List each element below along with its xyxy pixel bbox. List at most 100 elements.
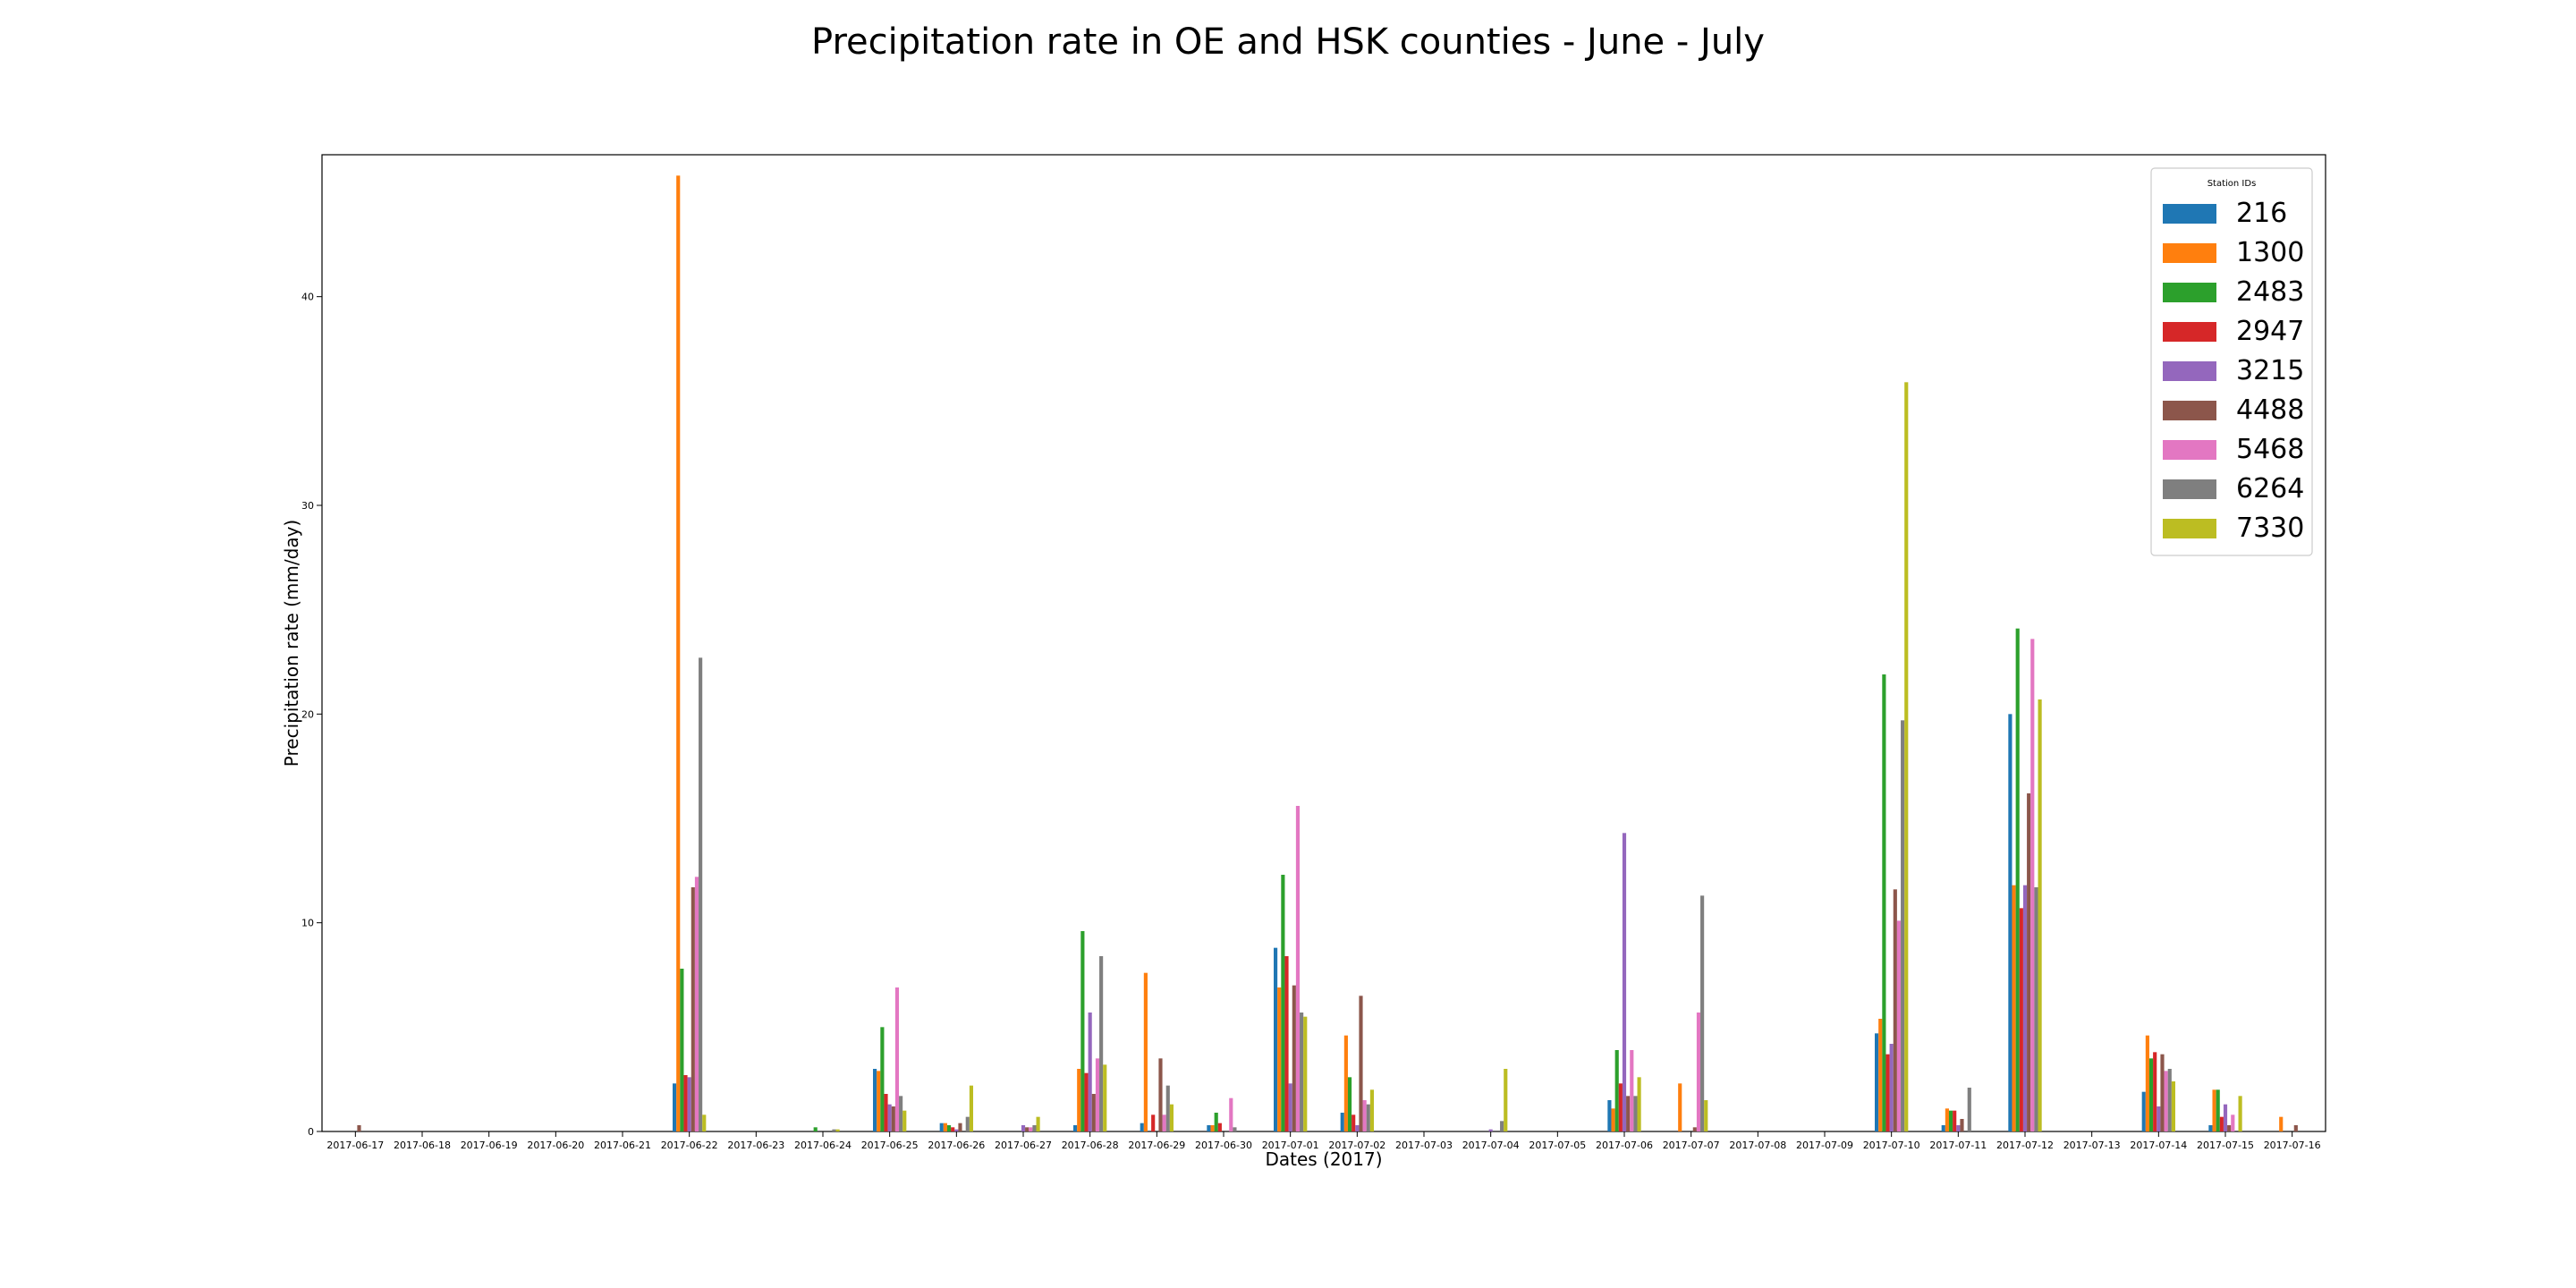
bar-6264-2017-07-10 <box>1901 720 1905 1131</box>
bar-216-2017-07-06 <box>1607 1100 1612 1131</box>
x-tick-label: 2017-07-09 <box>1796 1140 1853 1151</box>
x-tick-label: 2017-07-08 <box>1729 1140 1786 1151</box>
x-tick-label: 2017-06-21 <box>594 1140 651 1151</box>
plot-area <box>321 154 2326 1132</box>
bar-3215-2017-06-25 <box>887 1104 892 1131</box>
y-axis: 0 10 20 30 40 <box>301 292 322 1138</box>
bar-1300-2017-06-26 <box>943 1123 947 1131</box>
bar-1300-2017-06-25 <box>877 1071 881 1131</box>
chart-title: Precipitation rate in OE and HSK countie… <box>811 21 1765 63</box>
bar-4488-2017-06-29 <box>1158 1058 1163 1131</box>
bar-2483-2017-06-25 <box>880 1027 885 1131</box>
bar-2947-2017-06-29 <box>1151 1114 1156 1131</box>
bar-7330-2017-07-04 <box>1504 1069 1508 1131</box>
bar-216-2017-07-11 <box>1941 1125 1945 1131</box>
x-tick-label: 2017-07-06 <box>1596 1140 1653 1151</box>
bar-4488-2017-07-12 <box>2027 793 2031 1131</box>
y-tick-label: 0 <box>308 1126 314 1138</box>
bar-6264-2017-06-22 <box>699 657 703 1131</box>
x-axis-label: Dates (2017) <box>1265 1148 1382 1170</box>
bar-4488-2017-07-02 <box>1359 996 1363 1131</box>
bar-1300-2017-07-06 <box>1611 1108 1615 1131</box>
bar-6264-2017-07-02 <box>1366 1104 1370 1131</box>
bar-216-2017-06-22 <box>673 1083 677 1131</box>
bar-2483-2017-07-14 <box>2148 1058 2154 1131</box>
bar-216-2017-07-12 <box>2008 714 2012 1131</box>
bar-2483-2017-06-28 <box>1080 931 1085 1131</box>
bar-7330-2017-07-02 <box>1369 1089 1374 1131</box>
x-axis: 2017-06-17 2017-06-18 2017-06-19 2017-06-20… <box>326 1131 2321 1151</box>
legend-label-6264: 6264 <box>2236 473 2304 504</box>
bar-2947-2017-07-10 <box>1885 1054 1890 1131</box>
legend-title: Station IDs <box>2207 179 2257 189</box>
bar-4488-2017-07-15 <box>2227 1125 2232 1131</box>
bar-1300-2017-06-29 <box>1143 972 1148 1131</box>
bar-6264-2017-07-04 <box>1500 1121 1504 1131</box>
bar-5468-2017-06-29 <box>1162 1114 1166 1131</box>
bar-1300-2017-07-01 <box>1277 987 1282 1131</box>
bar-1300-2017-07-02 <box>1343 1035 1348 1131</box>
bar-3215-2017-07-12 <box>2022 885 2028 1131</box>
bar-6264-2017-07-01 <box>1300 1013 1304 1131</box>
bar-6264-2017-06-30 <box>1233 1127 1237 1131</box>
legend-swatch-6264 <box>2163 479 2216 499</box>
legend-swatch-5468 <box>2163 440 2216 460</box>
x-tick-label: 2017-06-22 <box>661 1140 718 1151</box>
y-tick-label: 40 <box>301 292 314 303</box>
x-tick-label: 2017-07-03 <box>1395 1140 1453 1151</box>
bar-3215-2017-07-04 <box>1488 1129 1493 1131</box>
bar-7330-2017-07-01 <box>1303 1016 1308 1131</box>
bar-5468-2017-07-07 <box>1696 1013 1701 1131</box>
x-tick-label: 2017-07-11 <box>1929 1140 1987 1151</box>
x-tick-label: 2017-06-20 <box>527 1140 584 1151</box>
bar-4488-2017-07-06 <box>1626 1096 1631 1131</box>
bar-3215-2017-07-02 <box>1355 1125 1360 1131</box>
bar-1300-2017-06-28 <box>1077 1069 1081 1131</box>
bar-4488-2017-06-22 <box>691 887 695 1131</box>
bar-216-2017-07-15 <box>2208 1125 2213 1131</box>
bar-3215-2017-06-22 <box>687 1077 691 1131</box>
bar-2483-2017-07-06 <box>1614 1050 1619 1131</box>
x-tick-label: 2017-06-29 <box>1128 1140 1185 1151</box>
bar-6264-2017-06-29 <box>1165 1085 1170 1131</box>
bar-6264-2017-07-07 <box>1700 895 1705 1131</box>
bar-4488-2017-07-07 <box>1692 1127 1697 1131</box>
bar-5468-2017-06-25 <box>894 987 900 1131</box>
x-tick-label: 2017-06-17 <box>326 1140 384 1151</box>
legend-swatch-2947 <box>2163 322 2216 342</box>
bar-216-2017-06-28 <box>1073 1125 1078 1131</box>
bar-2483-2017-07-11 <box>1948 1110 1953 1131</box>
bar-4488-2017-07-01 <box>1292 985 1296 1131</box>
legend: Station IDs 216 1300 2483 2947 3215 4488 5468 6… <box>2150 167 2313 556</box>
bar-7330-2017-07-10 <box>1904 382 1909 1132</box>
bar-7330-2017-06-22 <box>702 1114 707 1131</box>
y-axis-label: Precipitation rate (mm/day) <box>281 520 302 767</box>
legend-swatch-216 <box>2163 204 2216 224</box>
bar-1300-2017-07-15 <box>2212 1089 2216 1131</box>
bar-1300-2017-06-22 <box>676 175 681 1132</box>
bar-1300-2017-07-12 <box>2012 885 2016 1131</box>
bar-5468-2017-07-01 <box>1295 806 1301 1131</box>
bar-2947-2017-06-28 <box>1084 1072 1089 1131</box>
bar-5468-2017-07-12 <box>2030 639 2035 1131</box>
x-tick-label: 2017-07-07 <box>1663 1140 1720 1151</box>
bar-4488-2017-07-10 <box>1893 889 1897 1131</box>
legend-label-216: 216 <box>2236 198 2287 229</box>
bar-4488-2017-07-14 <box>2160 1054 2165 1131</box>
bar-216-2017-06-29 <box>1140 1123 1144 1131</box>
x-tick-label: 2017-06-27 <box>995 1140 1052 1151</box>
bar-7330-2017-07-12 <box>2038 699 2042 1131</box>
bar-6264-2017-06-24 <box>832 1129 836 1131</box>
bar-7330-2017-06-29 <box>1169 1104 1174 1131</box>
y-tick-label: 30 <box>301 500 314 512</box>
bar-2483-2017-07-10 <box>1882 674 1886 1131</box>
bar-7330-2017-07-15 <box>2238 1096 2242 1131</box>
bar-6264-2017-06-28 <box>1099 956 1104 1131</box>
bar-3215-2017-06-26 <box>954 1129 959 1131</box>
x-tick-label: 2017-06-19 <box>461 1140 518 1151</box>
bar-5468-2017-06-28 <box>1095 1058 1100 1131</box>
y-tick-label: 20 <box>301 708 314 720</box>
legend-label-7330: 7330 <box>2236 513 2304 544</box>
bar-2947-2017-07-14 <box>2153 1052 2157 1131</box>
